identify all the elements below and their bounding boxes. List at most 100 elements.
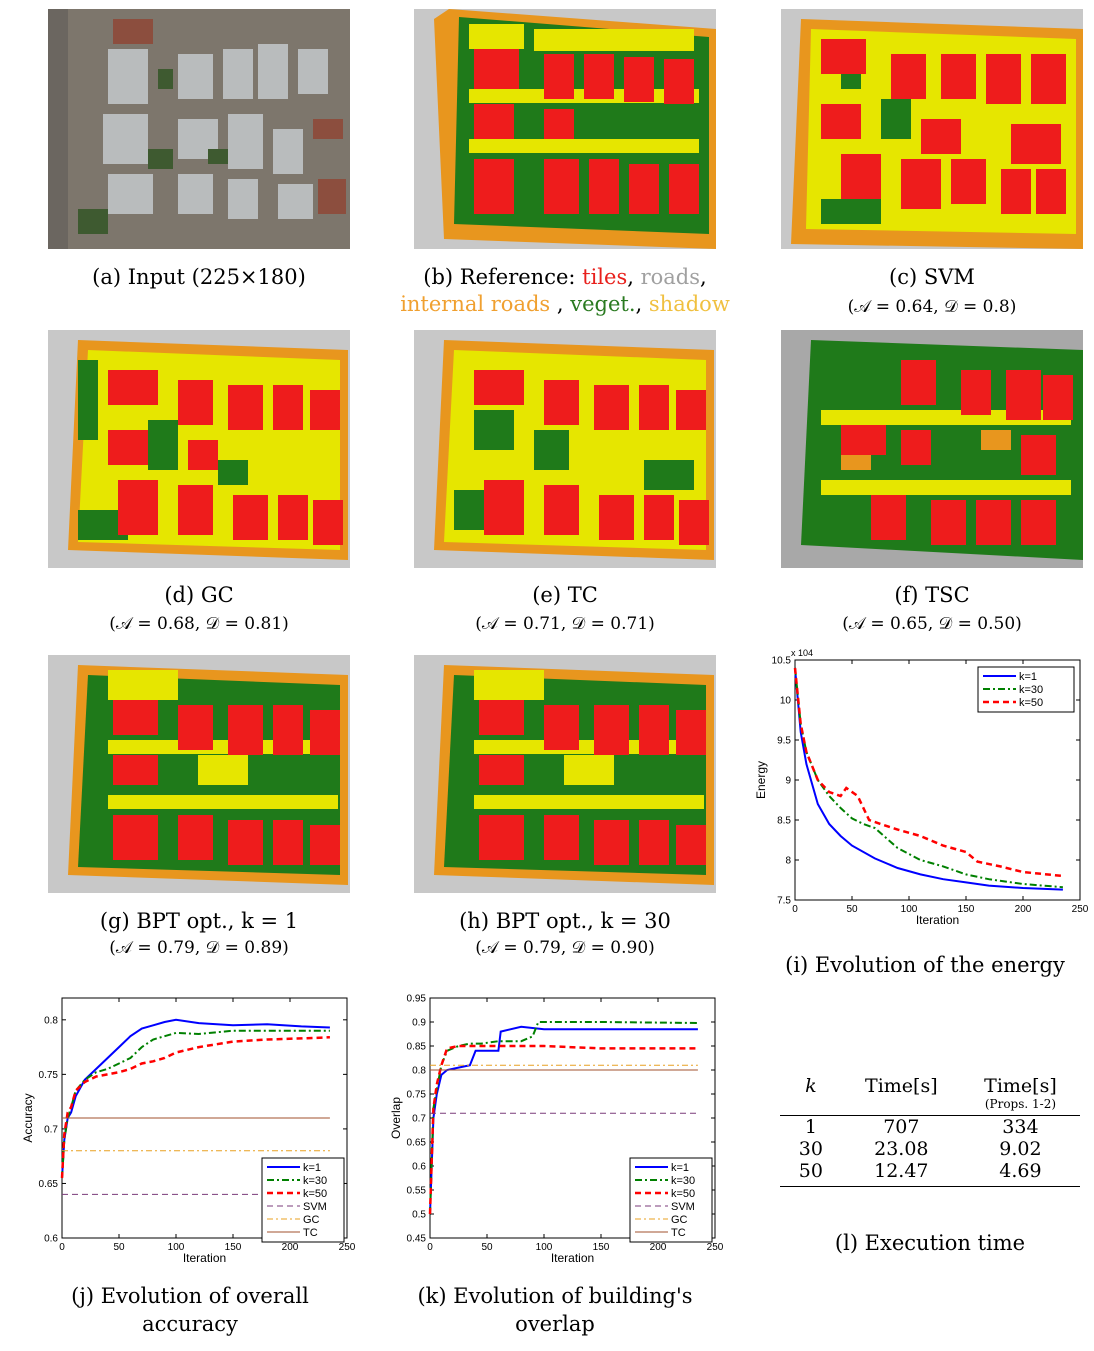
legend-internal-roads-sep: ,	[550, 292, 564, 316]
series-line-k30	[794, 667, 1063, 889]
tsc-result	[781, 330, 1083, 568]
series-line-k1	[429, 1025, 698, 1215]
table-cell: 334	[1002, 1116, 1039, 1138]
x-tick-label: 250	[339, 1242, 356, 1253]
y-tick-label: 0.85	[407, 1042, 427, 1053]
y-tick-label: 0.5	[412, 1210, 426, 1221]
series-line-k50	[60, 1036, 330, 1179]
x-tick-label: 100	[168, 1242, 185, 1253]
reference-segmentation	[414, 9, 716, 249]
x-tick-label: 250	[1072, 904, 1089, 915]
legend-roads-sep: ,	[700, 265, 707, 289]
legend-label: k=30	[303, 1175, 327, 1187]
x-tick-label: 0	[792, 904, 798, 915]
caption-l: (l) Execution time	[834, 1231, 1026, 1255]
legend-tiles: tiles	[582, 265, 628, 289]
execution-time-table: k Time[s] Time[s] (Props. 1-2) 1 707 334 3…	[780, 1075, 1080, 1187]
y-tick-label: 0.55	[407, 1186, 427, 1197]
legend-label: SVM	[303, 1201, 327, 1213]
y-tick-label: 0.8	[412, 1066, 426, 1077]
series-line-k1	[794, 667, 1063, 891]
table-row: 1	[804, 1116, 817, 1138]
y-tick-label: 0.65	[407, 1138, 427, 1149]
caption-c: (c) SVM	[889, 265, 975, 289]
legend-label: k=50	[303, 1188, 327, 1200]
tc-segmentation	[414, 330, 716, 568]
y-tick-label: 0.8	[44, 1015, 58, 1026]
legend-label: TC	[303, 1227, 318, 1239]
caption-h: (h) BPT opt., k = 30	[459, 909, 671, 933]
legend-shadow: shadow	[648, 292, 730, 316]
x-tick-label: 0	[59, 1242, 65, 1253]
metrics-c: (𝒜 = 0.64, 𝒟 = 0.8)	[847, 297, 1017, 317]
legend-label: k=30	[1019, 684, 1043, 696]
series-line-k1	[61, 1018, 330, 1179]
y-tick-label: 9.5	[777, 736, 791, 747]
y-axis-label: Accuracy	[21, 1093, 35, 1142]
table-cell: 707	[883, 1116, 920, 1138]
input-aerial-image	[48, 9, 350, 249]
gc-result	[48, 330, 350, 568]
axis-multiplier: x 104	[791, 648, 813, 658]
table-cell: 4.69	[999, 1160, 1042, 1182]
legend-box	[261, 1157, 345, 1243]
legend-label: GC	[303, 1214, 320, 1226]
caption-j-line1: (j) Evolution of overall	[71, 1284, 309, 1308]
x-tick-label: 100	[901, 904, 918, 915]
metrics-g: (𝒜 = 0.79, 𝒟 = 0.89)	[109, 938, 289, 958]
x-tick-label: 50	[846, 904, 858, 915]
tsc-segmentation	[781, 330, 1083, 568]
table-cell: 23.08	[874, 1138, 929, 1160]
metrics-f: (𝒜 = 0.65, 𝒟 = 0.50)	[842, 614, 1022, 634]
y-tick-label: 0.7	[412, 1114, 426, 1125]
energy-chart: 0 50 100 150 200 250 7.5 8 8.5 9 9.5 10 10.5 Iteratio…	[754, 648, 1089, 927]
legend-label: k=50	[671, 1188, 695, 1200]
x-axis-label: Iteration	[183, 1251, 226, 1265]
y-tick-label: 8.5	[777, 816, 791, 827]
caption-k-line2: overlap	[515, 1312, 595, 1336]
table-row: 30	[798, 1138, 823, 1160]
caption-i: (i) Evolution of the energy	[785, 953, 1065, 977]
aerial-photo	[48, 9, 350, 249]
legend-veget-sep: ,	[635, 292, 643, 316]
x-tick-label: 100	[536, 1242, 553, 1253]
header-time-props: Time[s]	[984, 1075, 1057, 1097]
legend-box	[629, 1157, 713, 1243]
caption-f: (f) TSC	[894, 583, 970, 607]
legend-label: k=1	[303, 1162, 321, 1174]
y-tick-label: 0.9	[412, 1018, 426, 1029]
caption-b-prefix: (b) Reference:	[423, 265, 576, 289]
caption-e: (e) TC	[532, 583, 598, 607]
x-tick-label: 150	[958, 904, 975, 915]
series-line-k30	[429, 1021, 698, 1215]
y-tick-label: 10	[780, 696, 792, 707]
x-tick-label: 150	[593, 1242, 610, 1253]
legend-veget: veget.	[570, 292, 636, 316]
caption-j-line2: accuracy	[142, 1312, 238, 1336]
x-tick-label: 200	[650, 1242, 667, 1253]
caption-a: (a) Input (225×180)	[92, 265, 306, 289]
y-tick-label: 0.65	[39, 1179, 59, 1190]
y-tick-label: 0.95	[407, 994, 427, 1005]
x-tick-label: 200	[1015, 904, 1032, 915]
y-axis-label: Overlap	[389, 1097, 403, 1139]
x-tick-label: 0	[427, 1242, 433, 1253]
bpt-k1-result	[48, 655, 350, 893]
y-tick-label: 8	[785, 856, 791, 867]
x-axis-label: Iteration	[916, 913, 959, 927]
legend-label: GC	[671, 1214, 688, 1226]
header-k: k	[805, 1075, 817, 1097]
x-axis-label: Iteration	[551, 1251, 594, 1265]
accuracy-chart: 0 50 100 150 200 250 0.6 0.65 0.7 0.75 0.8 Iteratio…	[21, 997, 356, 1265]
svm-segmentation	[781, 9, 1083, 249]
table-cell: 9.02	[999, 1138, 1042, 1160]
y-tick-label: 7.5	[777, 896, 791, 907]
legend-label: k=50	[1019, 697, 1043, 709]
svm-result	[781, 9, 1083, 249]
legend-internal-roads: internal roads	[400, 292, 551, 316]
bpt-k1-segmentation	[48, 655, 350, 893]
x-tick-label: 50	[113, 1242, 125, 1253]
caption-g: (g) BPT opt., k = 1	[99, 909, 299, 933]
y-tick-label: 0.7	[44, 1124, 58, 1135]
y-tick-label: 0.45	[407, 1234, 427, 1245]
